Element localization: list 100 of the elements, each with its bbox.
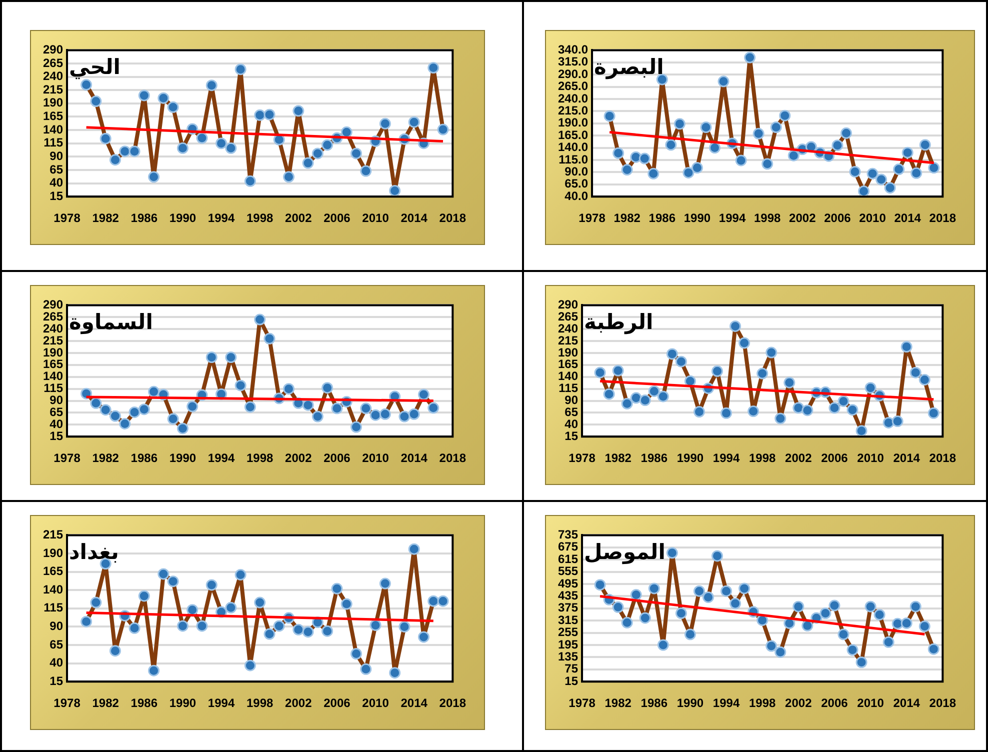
x-tick-label: 1994 — [208, 211, 235, 226]
x-tick-label: 1982 — [604, 451, 632, 466]
x-tick-label: 1990 — [684, 211, 711, 226]
x-tick-label: 1982 — [604, 696, 632, 710]
y-tick-label: 165 — [558, 357, 578, 372]
x-tick-label: 1994 — [718, 211, 746, 226]
y-tick-label: 265 — [42, 56, 64, 70]
x-tick-label: 1994 — [208, 451, 235, 466]
x-tick-label: 2014 — [893, 696, 920, 710]
y-tick-label: 140 — [558, 369, 578, 384]
y-tick-label: 140 — [42, 582, 64, 596]
y-tick-label: 115 — [44, 136, 64, 150]
y-tick-label: 65 — [50, 162, 64, 176]
y-tick-label: 215.0 — [558, 104, 588, 118]
y-tick-label: 15 — [50, 674, 64, 688]
x-tick-label: 1982 — [92, 696, 120, 710]
y-tick-label: 315.0 — [558, 54, 588, 69]
x-tick-label: 1998 — [748, 696, 776, 710]
y-tick-label: 190 — [42, 546, 64, 560]
y-tick-label: 215 — [42, 82, 64, 96]
y-tick-label: 115.0 — [558, 152, 588, 166]
x-tick-label: 2018 — [439, 211, 466, 226]
y-tick-label: 15 — [564, 428, 578, 443]
x-tick-label: 2006 — [821, 451, 848, 466]
x-tick-label: 1994 — [712, 451, 740, 466]
x-tick-label: 1994 — [208, 696, 235, 710]
y-tick-label: 240 — [42, 69, 64, 84]
x-tick-label: 1986 — [640, 696, 668, 710]
y-tick-label: 65 — [564, 405, 578, 420]
chart-title: البصرة — [594, 55, 664, 80]
chart-title: الرطبة — [584, 310, 654, 336]
x-tick-label: 2010 — [857, 696, 884, 710]
x-tick-label: 2006 — [324, 696, 351, 710]
x-tick-label: 1990 — [169, 211, 196, 226]
y-tick-label: 195 — [558, 637, 578, 652]
chart-title: الحي — [69, 55, 120, 80]
y-tick-label: 240.0 — [558, 91, 588, 106]
x-tick-label: 2014 — [400, 696, 428, 710]
x-tick-label: 1978 — [568, 696, 596, 710]
x-tick-label: 1998 — [754, 211, 782, 226]
y-tick-label: 265 — [558, 309, 578, 324]
y-tick-label: 40 — [564, 416, 578, 431]
y-tick-label: 90 — [50, 619, 64, 634]
y-tick-label: 265 — [42, 309, 64, 324]
x-tick-label: 2002 — [285, 211, 312, 226]
y-tick-label: 615 — [558, 552, 578, 566]
x-tick-label: 2018 — [929, 696, 956, 710]
x-tick-label: 2018 — [439, 451, 466, 466]
y-tick-label: 375 — [558, 600, 578, 615]
y-tick-label: 40.0 — [564, 188, 588, 203]
y-tick-label: 190.0 — [558, 116, 588, 130]
y-tick-label: 290.0 — [558, 66, 588, 81]
y-tick-label: 15 — [50, 428, 64, 443]
x-tick-label: 2002 — [785, 451, 812, 466]
x-tick-label: 1978 — [54, 211, 81, 226]
y-tick-label: 255 — [558, 625, 578, 640]
y-tick-label: 735 — [558, 528, 578, 542]
y-tick-label: 340.0 — [558, 42, 588, 57]
x-tick-label: 1998 — [748, 451, 776, 466]
y-tick-label: 165 — [42, 109, 64, 124]
x-tick-label: 2010 — [362, 451, 390, 466]
y-tick-label: 290 — [42, 298, 64, 312]
x-tick-label: 2006 — [324, 451, 351, 466]
x-tick-label: 1998 — [246, 696, 274, 710]
x-tick-label: 2018 — [929, 211, 956, 226]
x-tick-label: 1990 — [169, 696, 196, 710]
y-tick-label: 215 — [558, 333, 578, 348]
x-tick-label: 2014 — [894, 211, 922, 226]
x-tick-label: 1978 — [568, 451, 596, 466]
x-tick-label: 2006 — [324, 211, 351, 226]
y-tick-label: 90.0 — [564, 164, 588, 179]
x-tick-label: 2006 — [824, 211, 852, 226]
y-tick-label: 215 — [42, 333, 64, 348]
y-tick-label: 240 — [558, 321, 578, 336]
chart-title: الموصل — [584, 540, 666, 566]
x-tick-label: 1990 — [676, 451, 704, 466]
x-tick-label: 2014 — [893, 451, 920, 466]
y-tick-label: 190 — [42, 96, 64, 110]
x-tick-label: 1986 — [130, 451, 158, 466]
y-tick-label: 90 — [564, 393, 578, 408]
y-tick-label: 190 — [558, 345, 578, 360]
y-tick-label: 190 — [42, 345, 64, 360]
x-tick-label: 1990 — [169, 451, 196, 466]
y-tick-label: 75 — [564, 662, 578, 676]
x-tick-label: 2010 — [859, 211, 886, 226]
y-tick-label: 240 — [42, 321, 64, 336]
y-tick-label: 165 — [42, 357, 64, 372]
chart-title: السماوة — [69, 310, 153, 336]
y-tick-label: 140.0 — [558, 140, 588, 154]
y-tick-label: 165.0 — [558, 128, 588, 142]
y-tick-label: 65 — [50, 405, 64, 420]
x-tick-label: 1986 — [130, 211, 158, 226]
x-tick-label: 1978 — [54, 451, 81, 466]
x-tick-label: 1986 — [640, 451, 668, 466]
x-tick-label: 2002 — [785, 696, 812, 710]
y-tick-label: 15 — [564, 674, 578, 688]
x-tick-label: 1990 — [676, 696, 704, 710]
x-tick-label: 2010 — [857, 451, 884, 466]
x-tick-label: 2014 — [400, 451, 428, 466]
x-tick-label: 1982 — [92, 451, 120, 466]
